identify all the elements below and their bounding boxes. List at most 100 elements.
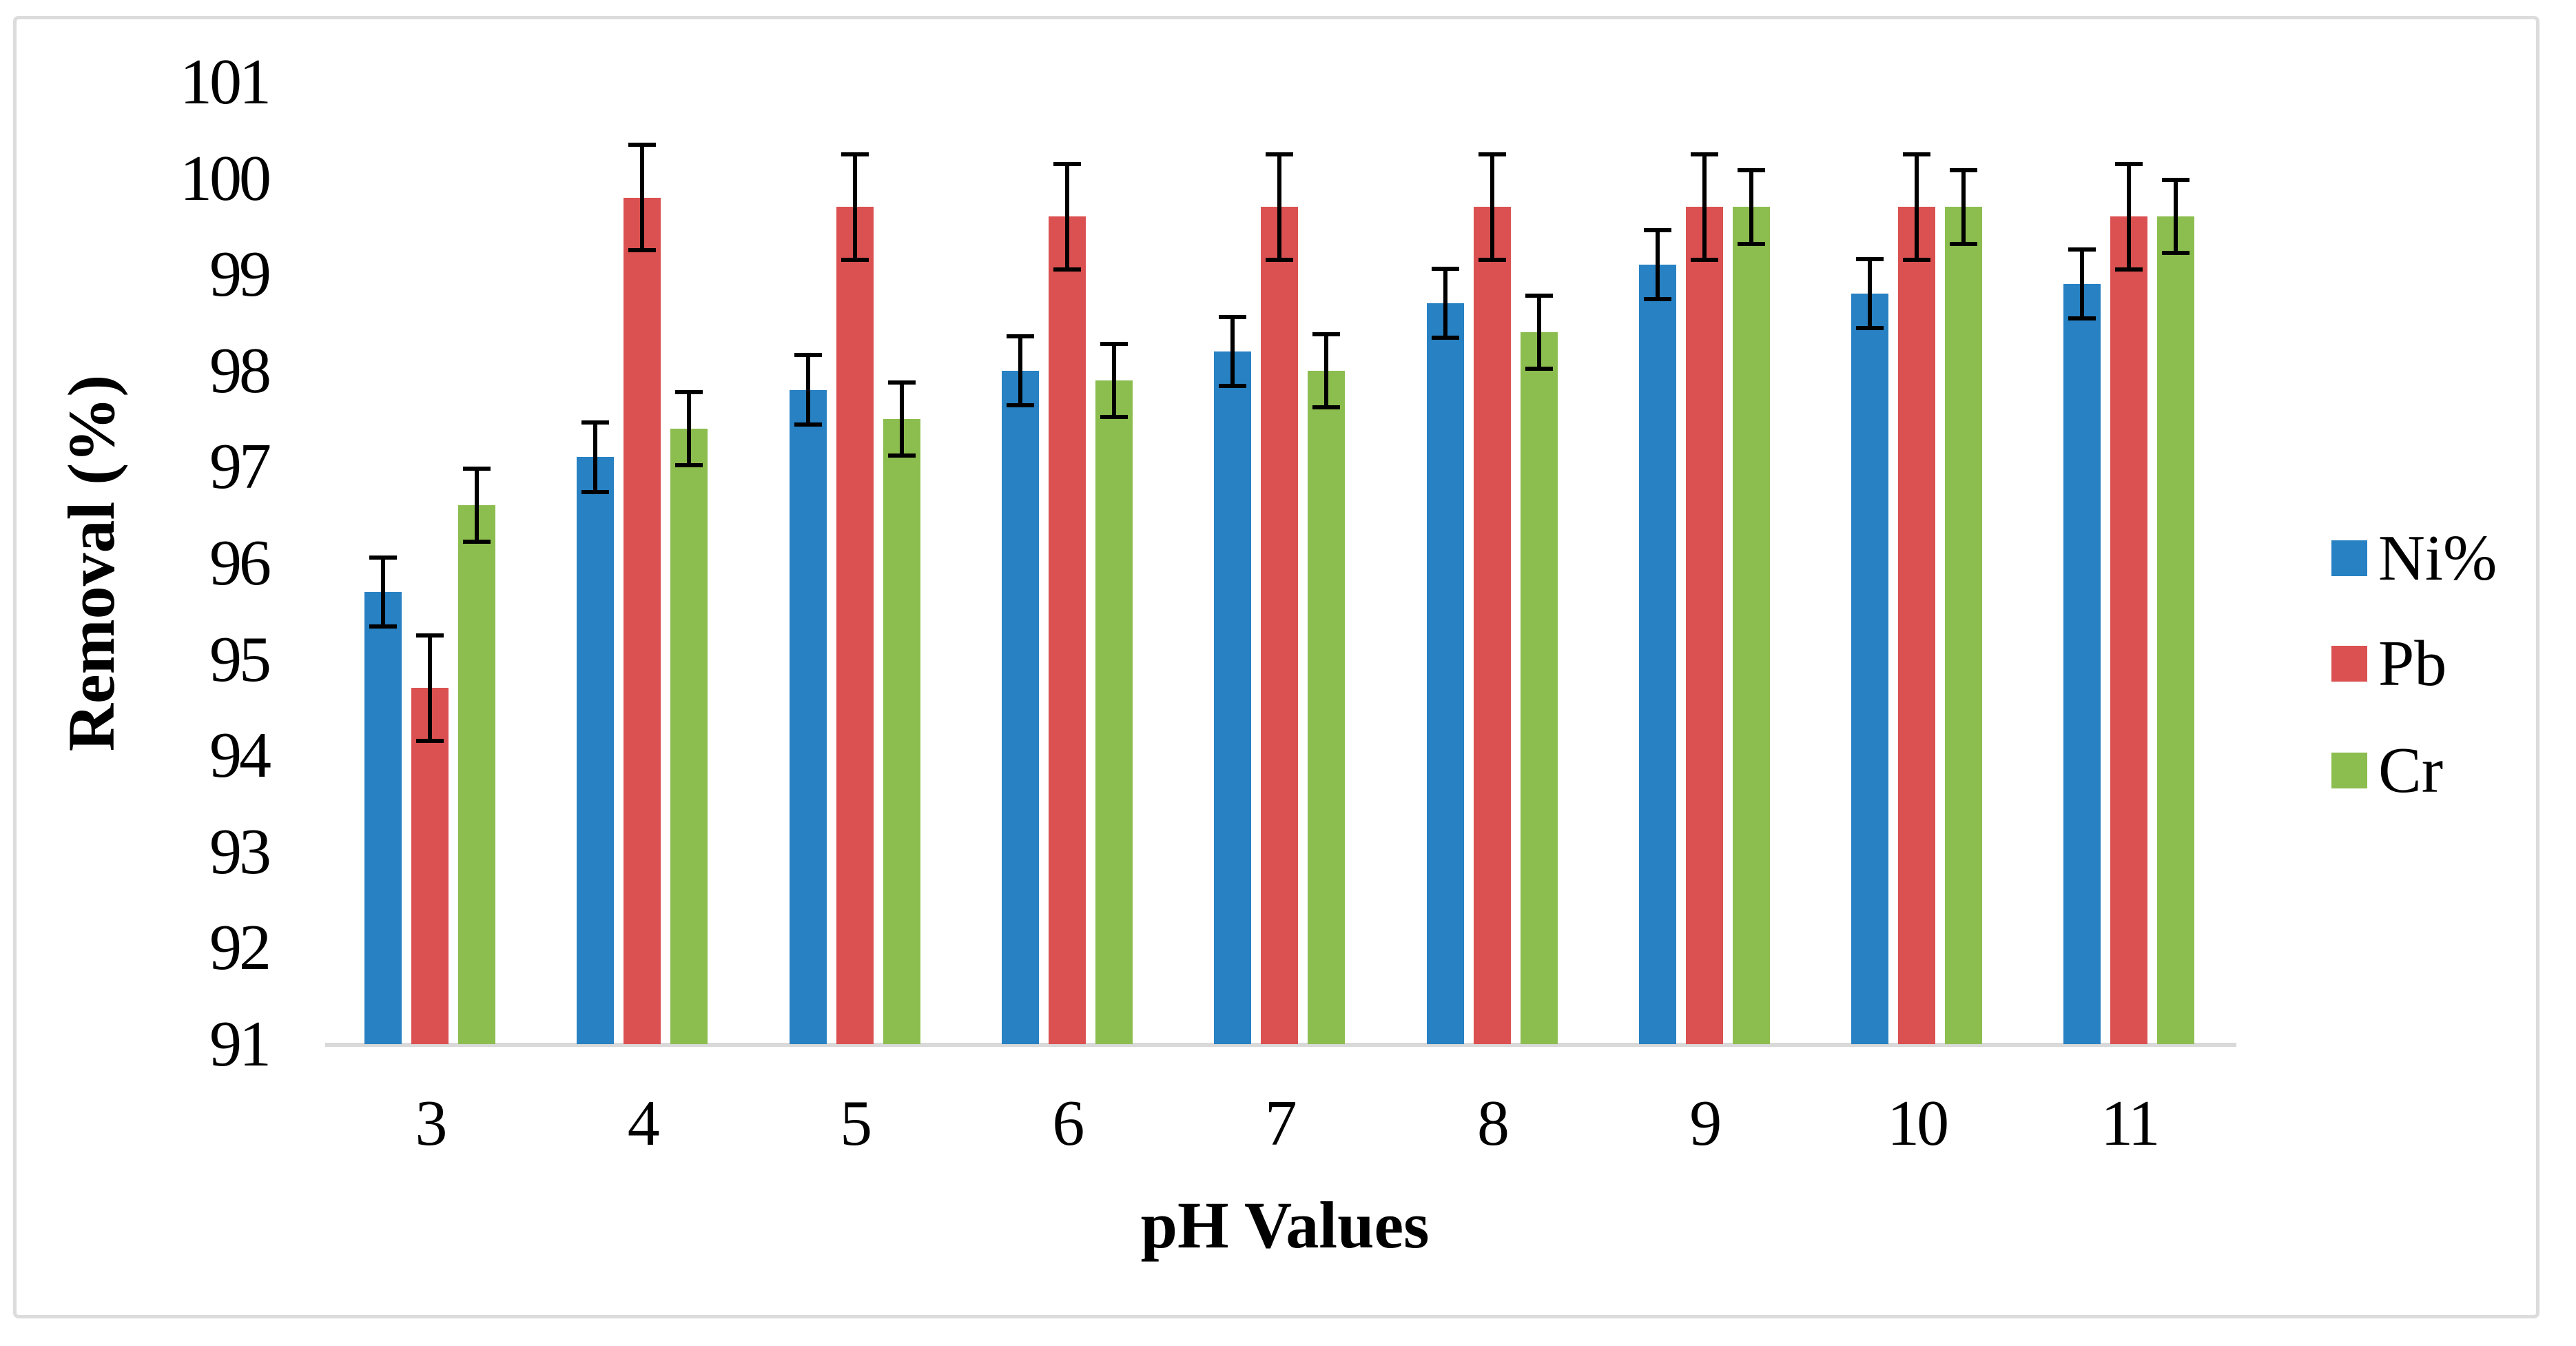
error-bar-Ni-ph7-line [1230,316,1235,387]
error-bar-Cr-ph3-cap-top [463,467,491,471]
bar-Pb-ph3 [411,688,449,1044]
error-bar-Ni-ph8-cap-top [1431,266,1459,271]
x-tick-label-9: 9 [1689,1088,1722,1159]
error-bar-Ni-ph4-cap-bottom [581,489,610,494]
bar-Pb-ph5 [836,207,874,1044]
bar-Pb-ph11 [2110,216,2148,1044]
error-bar-Cr-ph4-line [687,391,692,465]
x-tick-label-5: 5 [840,1088,872,1159]
error-bar-Cr-ph6-cap-top [1100,341,1128,346]
error-bar-Pb-ph3-line [428,635,432,742]
error-bar-Ni-ph3-line [381,557,385,627]
y-tick-label-96: 96 [209,527,271,599]
error-bar-Ni-ph3-cap-top [369,555,397,560]
x-tick-label-11: 11 [2101,1088,2161,1159]
error-bar-Ni-ph11-line [2080,249,2085,319]
error-bar-Ni-ph6-line [1018,336,1022,406]
bar-Ni-ph11 [2063,284,2101,1044]
error-bar-Pb-ph6-cap-bottom [1053,267,1081,272]
x-tick-label-7: 7 [1264,1088,1297,1159]
y-tick-label-95: 95 [209,623,271,695]
error-bar-Pb-ph10-line [1915,154,1919,261]
error-bar-Ni-ph5-cap-bottom [794,422,822,427]
error-bar-Cr-ph9-cap-bottom [1737,241,1765,246]
error-bar-Ni-ph7-cap-bottom [1219,384,1247,389]
error-bar-Cr-ph7-line [1324,334,1329,407]
figure-border [13,16,2539,1318]
error-bar-Ni-ph11-cap-bottom [2068,316,2096,321]
error-bar-Pb-ph3-cap-top [416,633,444,638]
y-tick-label-100: 100 [180,142,271,214]
y-tick-label-99: 99 [209,238,271,311]
error-bar-Cr-ph5-cap-bottom [887,453,916,458]
bar-Ni-ph4 [577,457,615,1044]
x-tick-label-10: 10 [1887,1088,1949,1159]
bar-Ni-ph7 [1214,351,1252,1044]
bar-Pb-ph9 [1685,207,1723,1044]
bar-Ni-ph6 [1001,370,1039,1044]
error-bar-Pb-ph9-line [1702,154,1707,261]
bar-Pb-ph7 [1261,207,1299,1044]
error-bar-Ni-ph5-cap-top [794,353,822,358]
error-bar-Pb-ph6-line [1064,163,1069,270]
error-bar-Pb-ph10-cap-top [1903,152,1931,156]
bar-Pb-ph6 [1048,216,1086,1044]
legend-swatch-Pb [2331,646,2367,682]
y-tick-label-94: 94 [209,720,271,792]
error-bar-Pb-ph8-cap-top [1478,152,1506,156]
error-bar-Pb-ph5-cap-top [841,152,869,156]
error-bar-Ni-ph8-line [1443,268,1447,338]
bar-Ni-ph10 [1851,294,1889,1044]
error-bar-Cr-ph6-line [1111,343,1116,417]
bar-Cr-ph8 [1520,332,1558,1044]
error-bar-Pb-ph10-cap-bottom [1903,258,1931,263]
bar-Ni-ph8 [1426,303,1464,1044]
error-bar-Cr-ph9-line [1749,170,1753,244]
error-bar-Cr-ph8-line [1536,295,1541,369]
error-bar-Cr-ph11-line [2174,180,2178,254]
bar-Ni-ph9 [1638,265,1676,1044]
bar-Cr-ph5 [883,418,920,1044]
error-bar-Cr-ph9-cap-top [1737,168,1765,173]
error-bar-Cr-ph11-cap-top [2162,178,2190,183]
y-tick-label-101: 101 [180,46,271,118]
legend-label-Ni: Ni% [2378,522,2497,594]
y-tick-label-92: 92 [209,912,271,984]
error-bar-Ni-ph9-cap-bottom [1643,297,1671,302]
bar-Ni-ph3 [364,591,402,1044]
error-bar-Cr-ph5-cap-top [887,380,916,385]
x-tick-label-6: 6 [1052,1088,1084,1159]
legend-label-Cr: Cr [2378,735,2443,806]
error-bar-Cr-ph10-cap-top [1950,168,1978,173]
x-axis-title: pH Values [1140,1188,1430,1262]
error-bar-Pb-ph9-cap-top [1690,152,1718,156]
x-axis-line [325,1043,2236,1047]
error-bar-Pb-ph7-cap-top [1266,152,1294,156]
legend-swatch-Ni [2331,540,2367,576]
error-bar-Ni-ph8-cap-bottom [1431,336,1459,340]
error-bar-Cr-ph7-cap-top [1312,332,1341,336]
y-tick-label-93: 93 [209,815,271,888]
error-bar-Ni-ph10-line [1868,258,1873,329]
bar-Pb-ph8 [1473,207,1511,1044]
error-bar-Ni-ph4-cap-top [581,420,610,425]
error-bar-Pb-ph8-cap-bottom [1478,258,1506,263]
error-bar-Pb-ph7-cap-bottom [1266,258,1294,263]
bar-Pb-ph10 [1898,207,1936,1044]
error-bar-Pb-ph4-cap-bottom [628,248,657,253]
error-bar-Pb-ph11-cap-bottom [2115,267,2143,272]
error-bar-Cr-ph8-cap-bottom [1525,367,1553,371]
bar-Cr-ph3 [458,505,495,1044]
error-bar-Pb-ph11-cap-top [2115,161,2143,166]
error-bar-Pb-ph5-line [852,154,857,261]
error-bar-Pb-ph7-line [1277,154,1282,261]
bar-Ni-ph5 [789,389,827,1044]
x-tick-label-8: 8 [1477,1088,1509,1159]
bar-Cr-ph6 [1095,380,1133,1044]
error-bar-Ni-ph11-cap-top [2068,247,2096,252]
y-tick-label-97: 97 [209,431,271,503]
error-bar-Cr-ph4-cap-bottom [675,462,703,467]
error-bar-Cr-ph5-line [899,382,904,456]
bar-Pb-ph4 [624,197,661,1044]
